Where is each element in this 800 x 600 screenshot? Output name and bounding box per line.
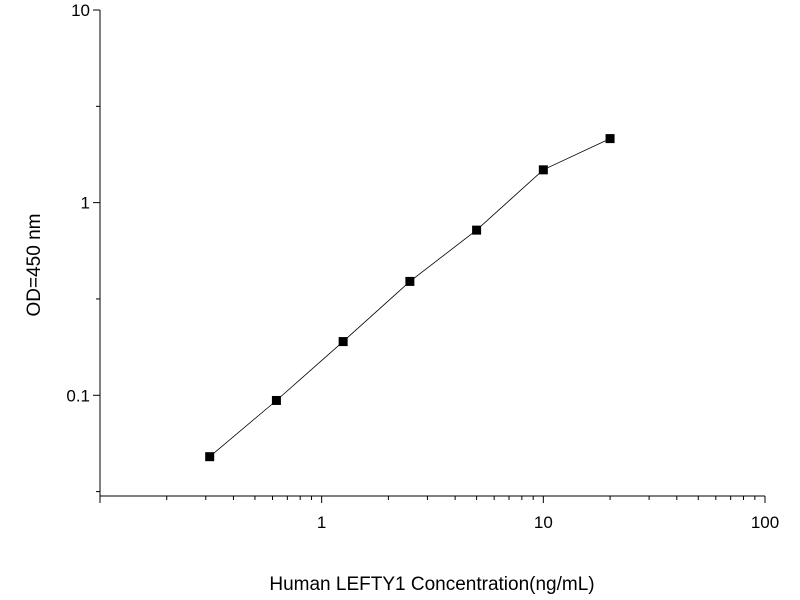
y-tick-label: 10 (71, 1, 90, 20)
x-tick-label: 100 (751, 513, 779, 532)
y-tick-label: 1 (81, 194, 90, 213)
y-axis-title: OD=450 nm (24, 214, 45, 317)
data-point (271, 395, 281, 405)
data-point (472, 225, 482, 235)
data-point (405, 276, 415, 286)
data-markers (205, 134, 615, 462)
data-point (338, 337, 348, 347)
y-axis-tick-labels: 0.1 1 10 (66, 1, 90, 405)
x-axis-tick-labels: 1 10 100 (317, 513, 779, 532)
x-tick-label: 10 (534, 513, 553, 532)
x-axis-ticks (99, 496, 766, 503)
x-tick-label: 1 (317, 513, 326, 532)
series-line (209, 138, 611, 458)
y-axis-ticks (93, 9, 100, 493)
data-point (605, 134, 615, 144)
y-tick-label: 0.1 (66, 386, 90, 405)
x-axis-title: Human LEFTY1 Concentration(ng/mL) (269, 574, 594, 595)
data-point (538, 165, 548, 175)
data-point (205, 452, 215, 462)
